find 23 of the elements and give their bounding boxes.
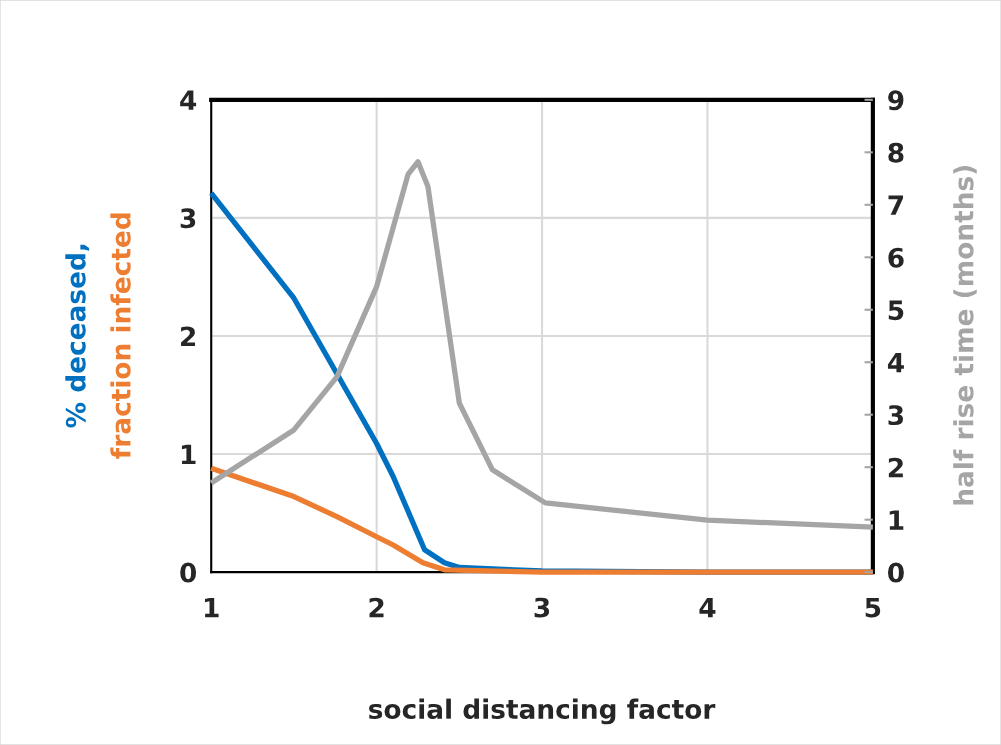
- x-tick-label: 5: [865, 597, 881, 618]
- y2-tick-label: 7: [888, 195, 904, 215]
- x-tick-label: 1: [205, 597, 219, 618]
- y2-axis-title: half rise time (months): [953, 165, 977, 505]
- y2-tick-label: 0: [888, 562, 904, 583]
- x-tick-label: 2: [369, 597, 384, 618]
- x-tick-label: 4: [699, 597, 716, 618]
- y-tick-label: 0: [180, 562, 197, 583]
- y2-tick-label: 1: [889, 510, 904, 530]
- y-tick-label: 1: [181, 444, 196, 465]
- y-tick-label: 4: [180, 90, 197, 110]
- y-tick-label: 3: [180, 208, 196, 229]
- y2-tick-label: 8: [888, 142, 904, 163]
- y2-tick-label: 2: [888, 457, 903, 478]
- y2-tick-label: 4: [887, 353, 904, 373]
- y2-tick-label: 6: [888, 247, 904, 268]
- y2-tick-label: 9: [888, 90, 904, 111]
- x-tick-label: 3: [534, 597, 550, 618]
- y-axis-title: % deceased, fraction infected: [65, 213, 131, 459]
- y2-tick-label: 3: [888, 405, 904, 426]
- x-axis-title: social distancing factor: [369, 698, 716, 725]
- y2-tick-label: 5: [888, 300, 904, 321]
- y-tick-label: 2: [181, 326, 196, 347]
